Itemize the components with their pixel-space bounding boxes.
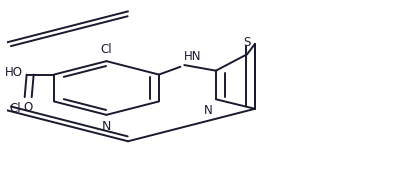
- Text: HO: HO: [5, 66, 23, 79]
- Text: N: N: [203, 104, 212, 117]
- Text: N: N: [102, 120, 111, 133]
- Text: HN: HN: [184, 50, 202, 63]
- Text: Cl: Cl: [10, 102, 21, 115]
- Text: S: S: [243, 36, 251, 49]
- Text: O: O: [24, 100, 33, 114]
- Text: Cl: Cl: [101, 43, 112, 56]
